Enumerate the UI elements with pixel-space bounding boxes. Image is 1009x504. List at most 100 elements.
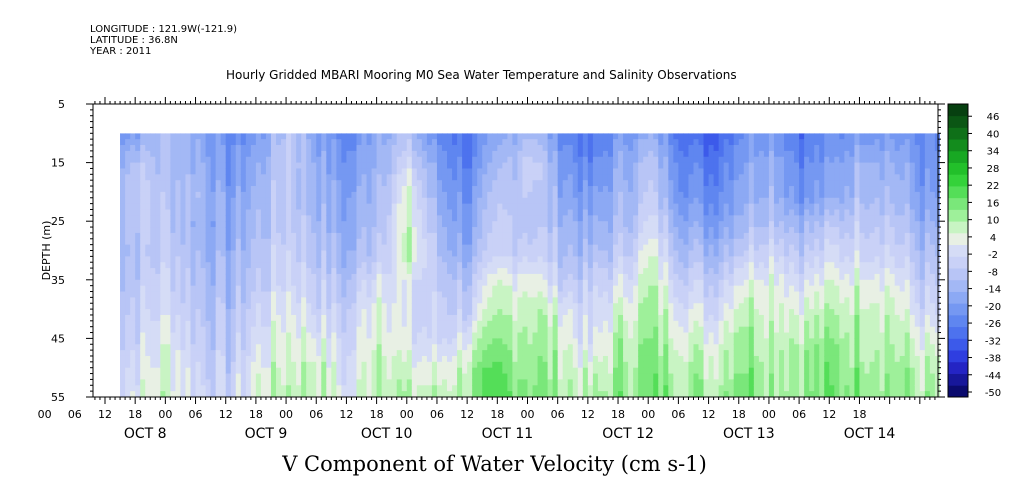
heatmap-cell xyxy=(658,326,664,334)
heatmap-cell xyxy=(260,133,267,140)
heatmap-cell xyxy=(436,273,443,281)
heatmap-cell xyxy=(421,203,428,211)
heatmap-cell xyxy=(507,379,514,386)
heatmap-cell xyxy=(582,297,589,304)
heatmap-cell xyxy=(562,156,569,164)
heatmap-cell xyxy=(366,379,373,386)
heatmap-cell xyxy=(260,285,267,293)
heatmap-cell xyxy=(648,232,654,240)
heatmap-cell xyxy=(276,350,282,357)
heatmap-cell xyxy=(155,373,161,381)
heatmap-cell xyxy=(522,361,529,369)
heatmap-cell xyxy=(316,279,322,287)
heatmap-cell xyxy=(517,355,524,363)
heatmap-cell xyxy=(492,139,498,146)
heatmap-cell xyxy=(572,133,579,140)
heatmap-cell xyxy=(150,174,156,181)
heatmap-cell xyxy=(592,238,599,246)
heatmap-cell xyxy=(537,168,544,175)
heatmap-cell xyxy=(482,156,488,164)
heatmap-cell xyxy=(411,244,418,252)
heatmap-cell xyxy=(457,227,463,234)
heatmap-cell xyxy=(165,320,171,328)
heatmap-cell xyxy=(190,385,197,392)
heatmap-cell xyxy=(180,250,187,257)
heatmap-cell xyxy=(517,244,524,252)
heatmap-cell xyxy=(628,227,634,234)
heatmap-cell xyxy=(210,250,217,257)
heatmap-cell xyxy=(175,221,182,228)
heatmap-cell xyxy=(507,367,514,375)
heatmap-cell xyxy=(643,379,649,386)
heatmap-cell xyxy=(160,174,166,181)
heatmap-cell xyxy=(120,303,121,310)
heatmap-cell xyxy=(281,174,287,181)
heatmap-cell xyxy=(638,215,644,222)
heatmap-cell xyxy=(205,209,212,216)
heatmap-cell xyxy=(326,197,332,205)
heatmap-cell xyxy=(255,156,262,164)
heatmap-cell xyxy=(250,314,257,322)
heatmap-cell xyxy=(401,344,408,351)
heatmap-cell xyxy=(225,145,232,152)
heatmap-cell xyxy=(125,379,131,386)
heatmap-cell xyxy=(557,309,564,316)
heatmap-cell xyxy=(431,297,438,304)
heatmap-cell xyxy=(105,374,111,380)
heatmap-cell xyxy=(648,285,654,293)
heatmap-cell xyxy=(512,268,519,275)
heatmap-cell xyxy=(477,215,483,222)
heatmap-cell xyxy=(472,385,478,392)
heatmap-cell xyxy=(371,232,378,240)
heatmap-cell xyxy=(487,215,493,222)
heatmap-cell xyxy=(255,150,262,158)
heatmap-cell xyxy=(597,285,604,293)
heatmap-cell xyxy=(482,262,488,269)
heatmap-cell xyxy=(592,145,599,152)
heatmap-cell xyxy=(245,338,252,345)
heatmap-cell xyxy=(230,297,237,304)
heatmap-cell xyxy=(633,197,639,205)
heatmap-cell xyxy=(240,244,247,252)
heatmap-cell xyxy=(265,203,272,211)
heatmap-cell xyxy=(311,385,317,392)
heatmap-cell xyxy=(441,256,448,263)
heatmap-cell xyxy=(638,373,644,381)
heatmap-cell xyxy=(411,279,418,287)
heatmap-cell xyxy=(105,233,111,239)
heatmap-cell xyxy=(477,326,483,334)
heatmap-cell xyxy=(628,262,634,269)
heatmap-cell xyxy=(396,320,403,328)
heatmap-cell xyxy=(477,361,483,369)
heatmap-cell xyxy=(120,227,121,234)
heatmap-cell xyxy=(205,186,212,193)
heatmap-cell xyxy=(336,344,342,351)
heatmap-cell xyxy=(240,268,247,275)
heatmap-cell xyxy=(265,379,272,386)
heatmap-cell xyxy=(331,385,337,392)
heatmap-cell xyxy=(240,338,247,345)
heatmap-cell xyxy=(135,156,141,164)
heatmap-cell xyxy=(145,174,151,181)
heatmap-cell xyxy=(321,303,327,310)
heatmap-cell xyxy=(562,291,569,298)
heatmap-cell xyxy=(190,326,197,334)
heatmap-cell xyxy=(421,191,428,199)
heatmap-cell xyxy=(537,197,544,205)
heatmap-cell xyxy=(160,203,166,211)
heatmap-cell xyxy=(522,303,529,310)
heatmap-cell xyxy=(321,168,327,175)
heatmap-cell xyxy=(286,291,292,298)
heatmap-cell xyxy=(557,162,564,170)
heatmap-cell xyxy=(276,145,282,152)
heatmap-cell xyxy=(607,145,614,152)
heatmap-cell xyxy=(587,391,594,398)
heatmap-cell xyxy=(512,373,519,381)
heatmap-cell xyxy=(281,238,287,246)
heatmap-cell xyxy=(512,203,519,211)
heatmap-cell xyxy=(658,262,664,269)
heatmap-cell xyxy=(265,332,272,339)
heatmap-cell xyxy=(416,244,423,252)
heatmap-cell xyxy=(105,198,111,204)
heatmap-cell xyxy=(105,262,111,268)
